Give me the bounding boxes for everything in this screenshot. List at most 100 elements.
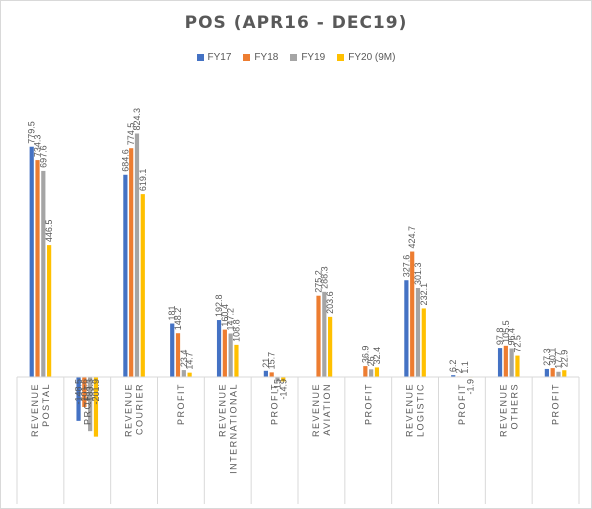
category-label: POSTAL — [41, 383, 51, 427]
data-label: 301.3 — [413, 262, 423, 285]
category-label: AVIATION — [322, 383, 332, 436]
category-label: REVENUE — [311, 383, 321, 437]
data-label: -1.9 — [466, 379, 476, 395]
bar — [421, 308, 426, 377]
bar — [556, 371, 561, 377]
bar — [269, 372, 274, 377]
bar — [374, 367, 380, 377]
bar — [275, 377, 280, 382]
data-label: 6.2 — [448, 360, 458, 373]
data-label: 774.5 — [126, 123, 136, 146]
data-label: 181 — [167, 306, 177, 321]
legend-item-fy18: FY18 — [243, 52, 278, 63]
bar — [29, 146, 34, 377]
data-label: 779.5 — [27, 121, 37, 144]
category-label: REVENUE — [498, 383, 508, 437]
bar — [515, 355, 520, 377]
bar — [140, 194, 145, 377]
data-label: 21 — [261, 358, 271, 368]
data-label: 232.1 — [419, 283, 429, 306]
data-label: 1.1 — [460, 361, 470, 374]
bar — [363, 366, 368, 377]
bar — [82, 377, 87, 408]
data-label: 2 — [454, 368, 464, 373]
data-label: 96.4 — [507, 328, 517, 346]
category-label: PROFIT — [363, 383, 373, 425]
bar — [316, 295, 321, 377]
category-label: REVENUE — [30, 383, 40, 437]
bar — [129, 148, 134, 377]
bar — [134, 133, 140, 377]
bar — [415, 287, 421, 377]
legend-label-fy18: FY18 — [254, 52, 279, 63]
legend-item-fy17: FY17 — [196, 52, 232, 63]
legend-label-fy19: FY19 — [301, 52, 326, 63]
data-label: -14.9 — [278, 379, 288, 400]
legend-label-fy20: FY20 (9M) — [348, 52, 396, 63]
data-label: 23.4 — [179, 350, 189, 368]
legend-swatch-fy20 — [337, 54, 345, 61]
bar — [497, 348, 503, 377]
bar — [562, 370, 567, 377]
bar — [369, 369, 374, 377]
data-label: 446.5 — [44, 220, 54, 243]
data-label: 108.8 — [231, 319, 241, 342]
data-label: 697.6 — [38, 145, 48, 168]
data-label: -15 — [272, 379, 282, 392]
bar — [123, 174, 128, 377]
bar — [328, 316, 333, 377]
data-label: 36.9 — [360, 346, 370, 364]
bar — [216, 320, 222, 377]
bar — [281, 377, 286, 382]
data-label: 14.7 — [185, 352, 195, 370]
bar — [41, 170, 46, 377]
category-label: REVENUE — [405, 383, 415, 437]
data-label: 72.5 — [512, 335, 522, 353]
data-label: 192.8 — [214, 295, 224, 318]
category-label: REVENUE — [217, 383, 227, 437]
data-label: -183.3 — [85, 379, 95, 405]
bar — [503, 345, 508, 377]
bar — [181, 370, 186, 377]
category-label: PROFIT — [270, 383, 280, 425]
data-label: 288.3 — [319, 266, 329, 289]
data-label: 327.6 — [401, 255, 411, 278]
bar — [93, 377, 99, 437]
data-label: 105.5 — [501, 320, 511, 343]
data-label: 97.8 — [495, 328, 505, 346]
bar — [550, 368, 555, 377]
category-label: OTHERS — [509, 383, 519, 430]
category-label: PROFIT — [551, 383, 561, 425]
category-label: LOGISTIC — [416, 383, 426, 437]
data-label: -148.5 — [74, 379, 84, 405]
data-label: 275.2 — [314, 270, 324, 293]
data-label: 30.1 — [548, 348, 558, 366]
legend-swatch-fy18 — [243, 54, 251, 61]
data-label: 27.3 — [542, 348, 552, 366]
bar — [234, 344, 239, 377]
data-label: 203.6 — [325, 291, 335, 314]
legend-label-fy17: FY17 — [207, 52, 232, 63]
data-label: 26 — [366, 356, 376, 366]
data-label: -101.6 — [79, 379, 89, 405]
category-label: PROFIT — [82, 383, 92, 425]
data-label: 148.2 — [173, 308, 183, 331]
legend-swatch-fy17 — [196, 54, 204, 61]
category-label: PROFIT — [176, 383, 186, 425]
chart-title: POS (APR16 - DEC19) — [184, 13, 408, 33]
bar — [228, 333, 233, 377]
bar — [263, 370, 268, 377]
category-label: PROFIT — [457, 383, 467, 425]
category-label: REVENUE — [124, 383, 134, 437]
legend: FY17 FY18 FY19 FY20 (9M) — [1, 52, 591, 63]
legend-swatch-fy19 — [290, 54, 298, 61]
bar — [222, 329, 227, 377]
category-label: COURIER — [135, 383, 145, 435]
bar — [544, 368, 549, 377]
data-label: 160.4 — [220, 304, 230, 327]
data-label: 424.7 — [407, 226, 417, 249]
data-label: 15.7 — [267, 352, 277, 370]
bar — [170, 323, 175, 377]
